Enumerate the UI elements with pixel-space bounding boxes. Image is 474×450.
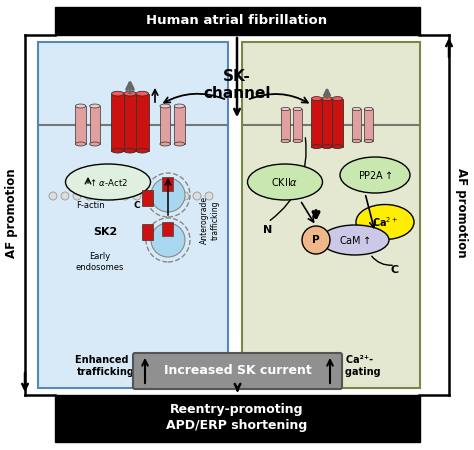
- Text: CKII$\alpha$: CKII$\alpha$: [272, 176, 299, 188]
- Bar: [293, 109, 302, 141]
- Ellipse shape: [65, 164, 151, 200]
- Ellipse shape: [90, 104, 100, 108]
- Ellipse shape: [364, 108, 373, 111]
- Circle shape: [61, 192, 69, 200]
- Bar: [162, 222, 173, 236]
- Ellipse shape: [124, 91, 136, 96]
- Ellipse shape: [322, 97, 332, 101]
- Bar: [364, 109, 373, 141]
- Ellipse shape: [136, 91, 148, 96]
- Bar: [160, 106, 170, 144]
- Circle shape: [151, 178, 185, 212]
- Text: Enhanced Ca²⁺-
dependent gating: Enhanced Ca²⁺- dependent gating: [282, 355, 380, 377]
- Circle shape: [133, 192, 141, 200]
- Ellipse shape: [311, 144, 322, 149]
- Bar: [90, 106, 100, 144]
- Ellipse shape: [332, 144, 343, 149]
- Text: AF promotion: AF promotion: [456, 168, 468, 258]
- Bar: [124, 94, 136, 151]
- Text: Increased SK current: Increased SK current: [164, 364, 311, 378]
- Text: Early
endosomes: Early endosomes: [76, 252, 124, 272]
- Circle shape: [302, 226, 330, 254]
- Bar: [142, 190, 153, 206]
- Ellipse shape: [332, 97, 343, 101]
- Text: CaM$\uparrow$: CaM$\uparrow$: [339, 234, 371, 246]
- Text: Anterograde
trafficking: Anterograde trafficking: [201, 196, 220, 244]
- Bar: [162, 177, 173, 191]
- Circle shape: [205, 192, 213, 200]
- Text: Ca$^{2+}$: Ca$^{2+}$: [372, 215, 398, 229]
- Text: C: C: [391, 265, 399, 275]
- Circle shape: [193, 192, 201, 200]
- Bar: [332, 99, 343, 147]
- Text: F-actin: F-actin: [76, 202, 104, 211]
- Text: Enhanced membrane
trafficking/targeting: Enhanced membrane trafficking/targeting: [75, 355, 191, 377]
- Circle shape: [169, 192, 177, 200]
- Ellipse shape: [174, 104, 185, 108]
- Text: N: N: [264, 225, 273, 235]
- Text: Human atrial fibrillation: Human atrial fibrillation: [146, 14, 328, 27]
- Ellipse shape: [322, 144, 332, 149]
- Circle shape: [109, 192, 117, 200]
- Circle shape: [73, 192, 81, 200]
- FancyBboxPatch shape: [133, 353, 342, 389]
- Text: P: P: [312, 235, 320, 245]
- Bar: [174, 106, 185, 144]
- Bar: [242, 42, 420, 388]
- Circle shape: [121, 192, 129, 200]
- Ellipse shape: [281, 140, 290, 143]
- Text: PP2A$\uparrow$: PP2A$\uparrow$: [358, 169, 392, 181]
- Text: $\uparrow$$\alpha$-Act2: $\uparrow$$\alpha$-Act2: [88, 176, 128, 188]
- Ellipse shape: [111, 148, 124, 153]
- Ellipse shape: [352, 108, 361, 111]
- Ellipse shape: [160, 142, 170, 146]
- Circle shape: [97, 192, 105, 200]
- Ellipse shape: [321, 225, 389, 255]
- Ellipse shape: [174, 142, 185, 146]
- Ellipse shape: [311, 97, 322, 101]
- Bar: [352, 109, 361, 141]
- Ellipse shape: [136, 148, 148, 153]
- Text: AF promotion: AF promotion: [6, 168, 18, 258]
- Bar: [55, 7, 420, 35]
- Ellipse shape: [90, 142, 100, 146]
- Bar: [75, 106, 86, 144]
- Bar: [111, 94, 124, 151]
- Ellipse shape: [281, 108, 290, 111]
- Ellipse shape: [293, 108, 302, 111]
- Ellipse shape: [247, 164, 322, 200]
- Ellipse shape: [160, 104, 170, 108]
- Ellipse shape: [364, 140, 373, 143]
- Circle shape: [151, 223, 185, 257]
- Circle shape: [49, 192, 57, 200]
- Circle shape: [181, 192, 189, 200]
- Ellipse shape: [356, 204, 414, 239]
- Circle shape: [145, 192, 153, 200]
- Ellipse shape: [75, 104, 86, 108]
- Circle shape: [157, 192, 165, 200]
- Bar: [142, 224, 153, 240]
- Ellipse shape: [111, 91, 124, 96]
- Ellipse shape: [124, 148, 136, 153]
- Text: Reentry-promoting
APD/ERP shortening: Reentry-promoting APD/ERP shortening: [166, 404, 308, 432]
- Ellipse shape: [340, 157, 410, 193]
- Text: SK-
channel: SK- channel: [203, 69, 271, 101]
- Bar: [55, 395, 420, 442]
- Circle shape: [85, 192, 93, 200]
- Ellipse shape: [75, 142, 86, 146]
- Bar: [38, 42, 228, 388]
- Bar: [322, 99, 332, 147]
- Text: C: C: [134, 202, 140, 211]
- Text: SK2: SK2: [93, 227, 117, 237]
- Bar: [136, 94, 148, 151]
- Ellipse shape: [293, 140, 302, 143]
- Bar: [311, 99, 322, 147]
- Bar: [281, 109, 290, 141]
- Ellipse shape: [352, 140, 361, 143]
